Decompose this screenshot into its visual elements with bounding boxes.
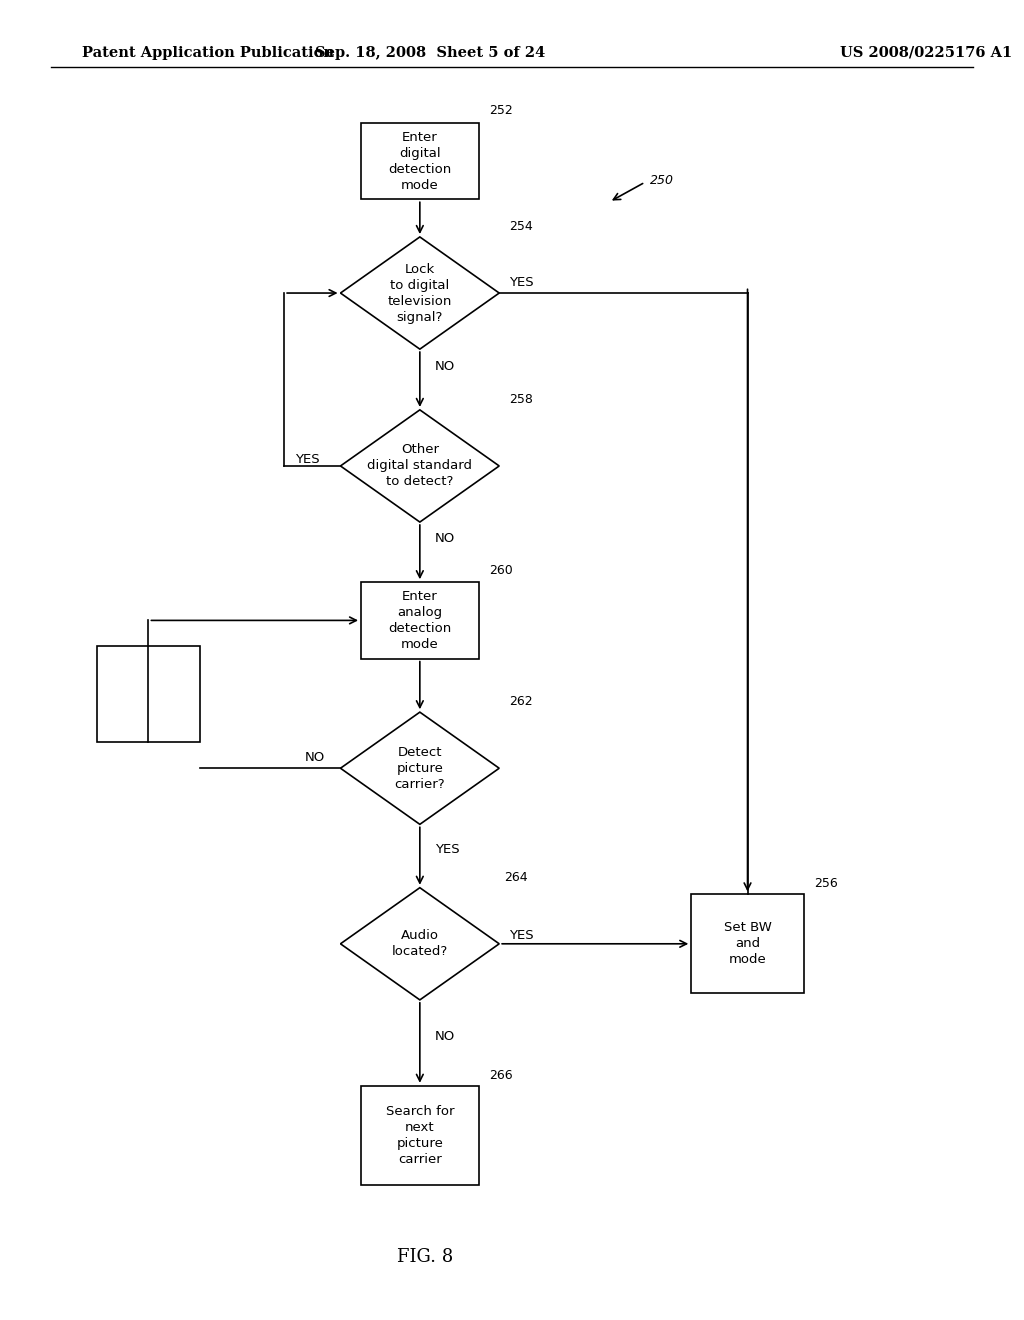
Text: YES: YES [510, 276, 535, 289]
Text: Other
digital standard
to detect?: Other digital standard to detect? [368, 444, 472, 488]
Bar [360, 123, 478, 199]
Text: 262: 262 [510, 696, 534, 708]
Text: 254: 254 [510, 220, 534, 232]
Text: 252: 252 [489, 104, 513, 117]
Text: 264: 264 [504, 871, 528, 884]
Text: 250: 250 [650, 174, 674, 187]
Text: YES: YES [295, 453, 319, 466]
Bar [360, 582, 478, 659]
Text: 256: 256 [814, 878, 838, 891]
Text: 266: 266 [489, 1069, 513, 1082]
Text: YES: YES [435, 843, 460, 855]
Bar [691, 895, 804, 993]
Text: 260: 260 [489, 564, 513, 577]
Text: FIG. 8: FIG. 8 [397, 1247, 453, 1266]
Text: YES: YES [510, 929, 535, 942]
Polygon shape [340, 713, 500, 824]
Text: Set BW
and
mode: Set BW and mode [724, 921, 771, 966]
Polygon shape [340, 888, 500, 1001]
Text: Audio
located?: Audio located? [392, 929, 447, 958]
Text: US 2008/0225176 A1: US 2008/0225176 A1 [840, 46, 1012, 59]
Text: Lock
to digital
television
signal?: Lock to digital television signal? [388, 263, 452, 323]
Text: Patent Application Publication: Patent Application Publication [82, 46, 334, 59]
Text: NO: NO [435, 360, 456, 372]
Bar [360, 1085, 478, 1185]
Bar [97, 647, 200, 742]
Text: Enter
analog
detection
mode: Enter analog detection mode [388, 590, 452, 651]
Text: NO: NO [305, 751, 325, 764]
Text: Search for
next
picture
carrier: Search for next picture carrier [386, 1105, 454, 1166]
Text: Enter
digital
detection
mode: Enter digital detection mode [388, 131, 452, 191]
Text: NO: NO [435, 1030, 456, 1043]
Text: NO: NO [435, 532, 456, 545]
Polygon shape [340, 409, 500, 521]
Text: Detect
picture
carrier?: Detect picture carrier? [394, 746, 445, 791]
Text: Sep. 18, 2008  Sheet 5 of 24: Sep. 18, 2008 Sheet 5 of 24 [315, 46, 545, 59]
Text: 258: 258 [510, 393, 534, 407]
Polygon shape [340, 238, 500, 348]
